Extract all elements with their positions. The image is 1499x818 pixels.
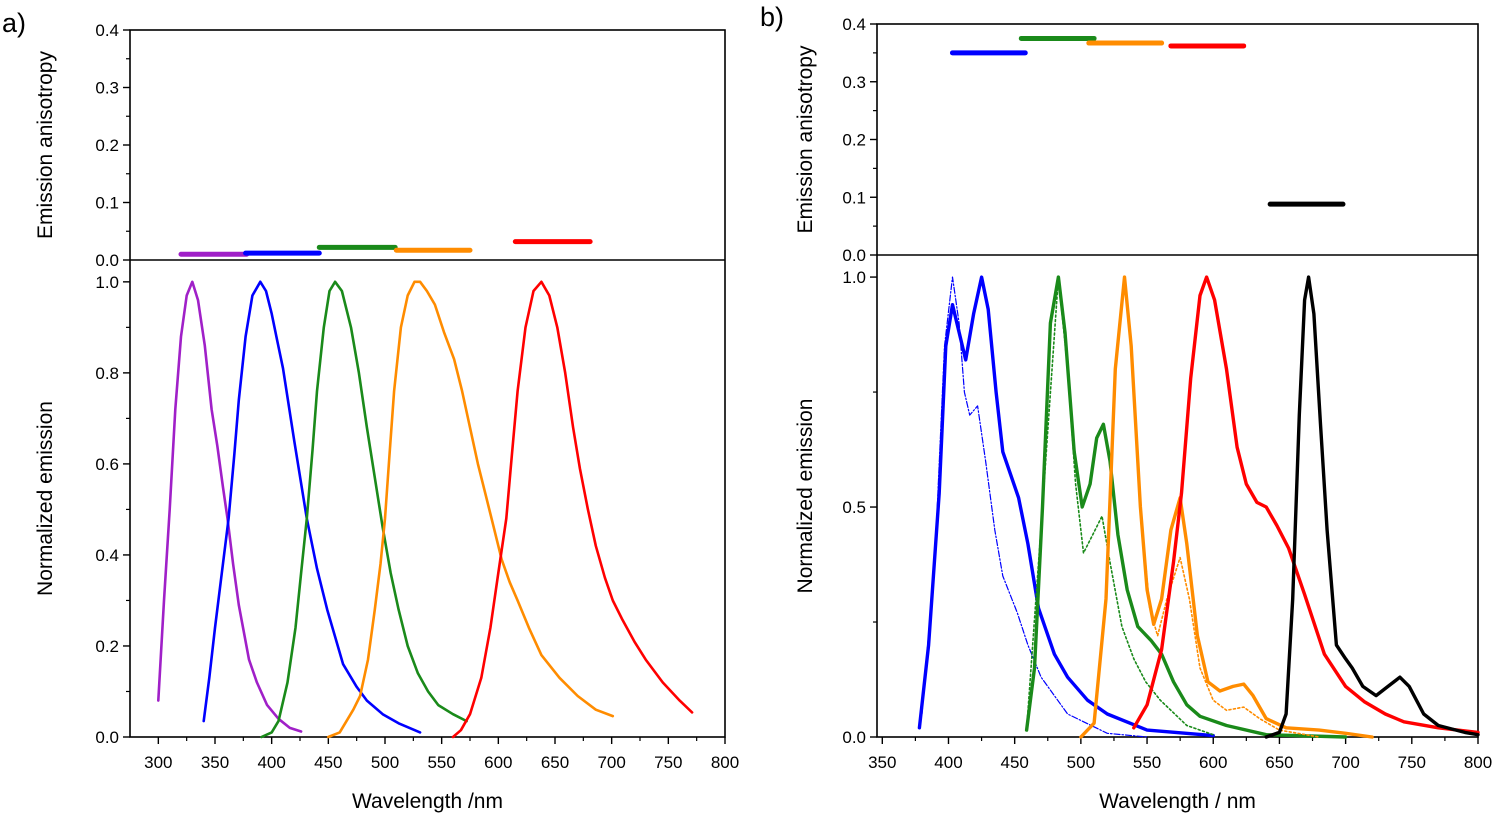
x-tick-label: 650 (1265, 753, 1293, 772)
emission-curve-solid (1264, 275, 1480, 739)
anisotropy-y-tick-label: 0.3 (842, 73, 866, 92)
emission-y-tick-label: 1.0 (842, 268, 866, 287)
emission-y-tick-label: 0.0 (842, 728, 866, 747)
x-tick-label: 650 (541, 753, 569, 772)
x-tick-label: 550 (427, 753, 455, 772)
emission-y-tick-label: 0.0 (95, 728, 119, 747)
x-tick-label: 700 (1331, 753, 1359, 772)
anisotropy-y-tick-label: 0.3 (95, 79, 119, 98)
x-tick-label: 750 (654, 753, 682, 772)
anisotropy-y-tick-label: 0.4 (95, 21, 119, 40)
x-tick-label: 350 (868, 753, 896, 772)
emission-y-tick-label: 0.2 (95, 637, 119, 656)
anisotropy-y-tick-label: 0.4 (842, 15, 866, 34)
emission-curve-solid (260, 280, 468, 739)
anisotropy-y-tick-label: 0.1 (95, 194, 119, 213)
emission-y-tick-label: 0.6 (95, 455, 119, 474)
emission-y-tick-label: 0.8 (95, 364, 119, 383)
emission-curve-dotted (1139, 506, 1320, 738)
plot-frame (129, 29, 726, 738)
x-tick-label: 700 (597, 753, 625, 772)
emission-curve-solid (1132, 275, 1480, 735)
emission-y-axis-title: Normalized emission (794, 399, 817, 594)
anisotropy-y-tick-label: 0.0 (95, 251, 119, 270)
anisotropy-y-tick-label: 0.2 (842, 131, 866, 150)
x-tick-label: 550 (1133, 753, 1161, 772)
anisotropy-y-tick-label: 0.2 (95, 136, 119, 155)
panel-b: b) 0.0 0.1 0.2 0.3 0.4 0.0 0.5 1.0 350 400 450 500 55… (760, 2, 1492, 813)
emission-y-tick-label: 1.0 (95, 273, 119, 292)
emission-curve-solid (1079, 275, 1374, 739)
emission-curve-solid (451, 280, 694, 739)
panel-label: b) (760, 2, 784, 32)
anisotropy-y-axis-title: Emission anisotropy (34, 51, 57, 239)
x-tick-label: 400 (934, 753, 962, 772)
emission-curve-solid (157, 280, 303, 733)
emission-curve-dashdot (921, 276, 1148, 738)
panel-a: a) 0.0 0.1 0.2 0.3 0.4 0.0 0.2 0.4 0.6 0.8 1.0 300 35… (2, 8, 739, 813)
x-tick-label: 500 (1067, 753, 1095, 772)
emission-curve-solid (917, 275, 1215, 738)
x-tick-label: 400 (257, 753, 285, 772)
anisotropy-y-tick-label: 0.0 (842, 246, 866, 265)
x-tick-label: 500 (371, 753, 399, 772)
anisotropy-y-tick-label: 0.1 (842, 188, 866, 207)
x-tick-label: 350 (201, 753, 229, 772)
x-tick-label: 450 (1000, 753, 1028, 772)
x-tick-label: 600 (1199, 753, 1227, 772)
x-tick-label: 300 (144, 753, 172, 772)
emission-y-tick-label: 0.5 (842, 498, 866, 517)
emission-curve-solid (1024, 275, 1348, 739)
emission-curve-solid (202, 280, 422, 734)
anisotropy-y-axis-title: Emission anisotropy (794, 45, 817, 233)
emission-y-tick-label: 0.4 (95, 546, 119, 565)
panel-label: a) (2, 8, 26, 38)
x-tick-label: 800 (711, 753, 739, 772)
emission-y-axis-title: Normalized emission (34, 401, 57, 596)
plot-frame (876, 23, 1479, 738)
emission-curve-solid (327, 280, 615, 739)
x-axis-title: Wavelength /nm (352, 790, 503, 813)
x-axis-title: Wavelength / nm (1099, 790, 1256, 813)
x-tick-label: 450 (314, 753, 342, 772)
x-tick-label: 800 (1464, 753, 1492, 772)
x-tick-label: 750 (1398, 753, 1426, 772)
x-tick-label: 600 (484, 753, 512, 772)
emission-curve-dotted (1025, 276, 1214, 736)
